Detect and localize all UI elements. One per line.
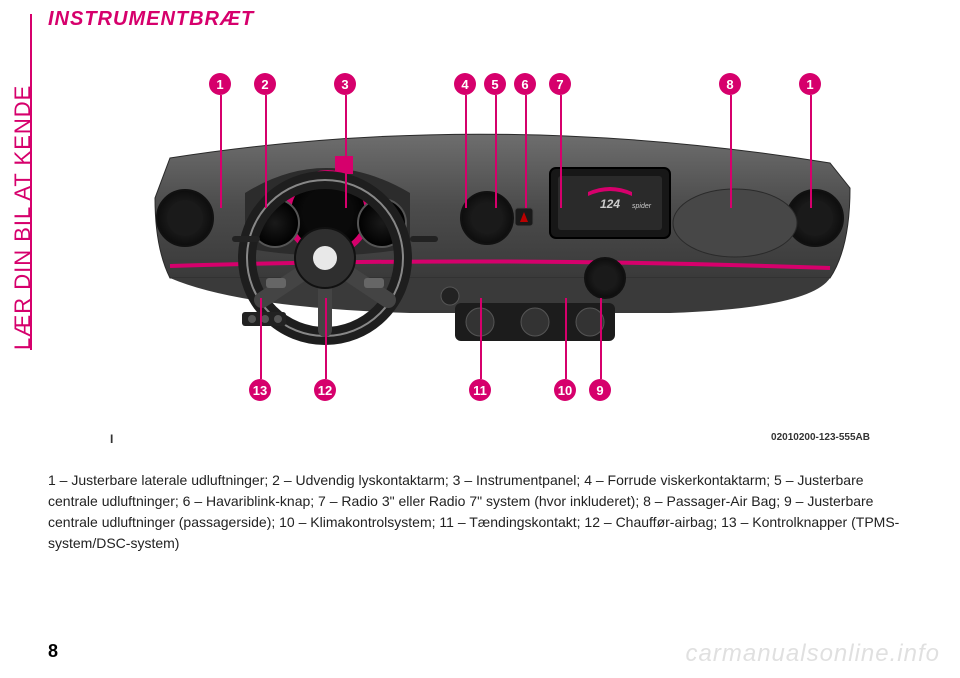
callout-leader (495, 95, 497, 208)
watermark: carmanualsonline.info (686, 640, 940, 668)
callout-number: 9 (589, 379, 611, 401)
page-heading: INSTRUMENTBRÆT (48, 8, 254, 31)
callout-leader (730, 95, 732, 208)
figure-ref: I (110, 432, 113, 446)
svg-text:spider: spider (632, 203, 652, 210)
callout-leader (560, 95, 562, 208)
callout-number: 5 (484, 73, 506, 95)
svg-text:124: 124 (600, 197, 620, 211)
callout-number: 4 (454, 73, 476, 95)
section-tab-rule (30, 14, 32, 350)
callout-leader (260, 298, 262, 379)
callout-leader (525, 95, 527, 208)
callout-number: 3 (334, 73, 356, 95)
callout-number: 1 (799, 73, 821, 95)
callout-leader (465, 95, 467, 208)
callout-number: 12 (314, 379, 336, 401)
callout-leader (565, 298, 567, 379)
callout-leader (220, 95, 222, 208)
callout-number: 1 (209, 73, 231, 95)
dashboard-illustration: 124 spider (110, 48, 870, 428)
section-tab-text: LÆR DIN BIL AT KENDE (10, 85, 36, 350)
callout-number: 11 (469, 379, 491, 401)
callout-legend-text: 1 – Justerbare laterale udluftninger; 2 … (48, 470, 908, 554)
callout-leader (265, 95, 267, 208)
dashboard-figure: 124 spider 123456781131211109 (110, 48, 870, 428)
callout-number: 2 (254, 73, 276, 95)
callout-leader (325, 298, 327, 379)
figure-code: 02010200-123-555AB (771, 432, 870, 443)
callout-number: 8 (719, 73, 741, 95)
callout-number: 6 (514, 73, 536, 95)
page-number: 8 (48, 641, 58, 662)
callout-leader (345, 95, 347, 208)
callout-leader (480, 298, 482, 379)
callout-leader (600, 298, 602, 379)
callout-leader (810, 95, 812, 208)
callout-number: 13 (249, 379, 271, 401)
callout-number: 7 (549, 73, 571, 95)
callout-number: 10 (554, 379, 576, 401)
